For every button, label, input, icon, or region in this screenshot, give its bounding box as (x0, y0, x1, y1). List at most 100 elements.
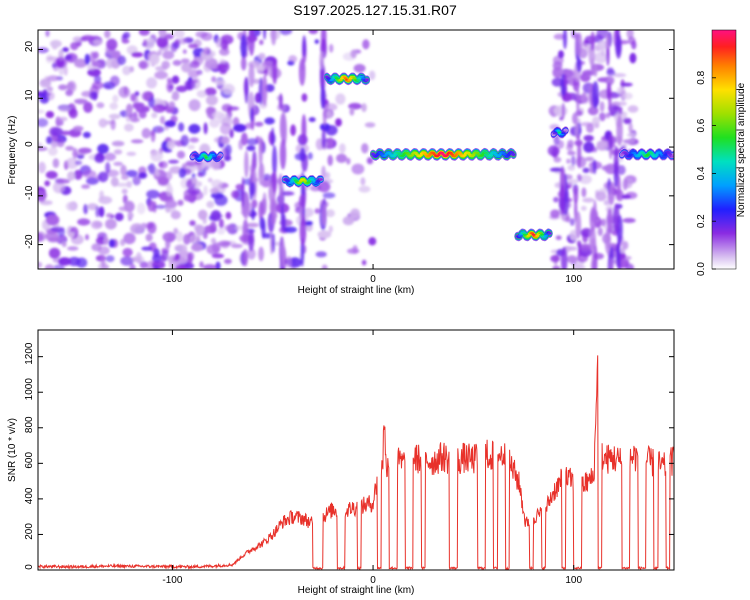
streak-blob (272, 58, 278, 85)
noise-blob (175, 85, 188, 93)
ridge-blob (667, 152, 671, 155)
noise-blob (317, 230, 332, 239)
ridge-blob (628, 153, 633, 156)
noise-blob (141, 105, 150, 113)
noise-blob (627, 36, 636, 45)
noise-blob (325, 103, 338, 111)
noise-blob (566, 255, 578, 264)
noise-blob (97, 143, 109, 154)
noise-blob (175, 264, 187, 269)
noise-blob (173, 227, 179, 235)
noise-blob (62, 241, 67, 248)
y-tick-label: 800 (24, 416, 35, 433)
noise-blob (550, 209, 560, 218)
noise-blob (209, 118, 220, 128)
streak-blob (575, 211, 582, 239)
noise-blob (549, 167, 563, 172)
noise-blob (203, 264, 217, 269)
noise-blob (82, 170, 97, 179)
noise-blob (178, 37, 187, 45)
noise-blob (358, 185, 371, 193)
ridge-blob (392, 154, 397, 157)
noise-blob (210, 210, 222, 222)
noise-blob (567, 150, 576, 156)
noise-blob (569, 218, 575, 226)
noise-blob (189, 137, 199, 143)
noise-blob (65, 145, 74, 151)
noise-blob (583, 135, 594, 142)
noise-blob (350, 49, 357, 59)
noise-blob (307, 152, 313, 160)
noise-blob (622, 178, 628, 191)
noise-blob (38, 146, 48, 152)
noise-blob (191, 177, 198, 184)
streak-blob (299, 205, 303, 222)
noise-blob (597, 227, 603, 237)
noise-blob (233, 123, 247, 133)
noise-blob (170, 210, 181, 220)
noise-blob (182, 49, 187, 54)
y-tick-label: 20 (24, 41, 35, 53)
noise-blob (98, 118, 108, 128)
noise-blob (566, 158, 571, 164)
ridge-blob (654, 153, 659, 156)
streak-blob (271, 127, 275, 147)
noise-blob (106, 38, 118, 51)
y-tick-label: 0 (24, 141, 35, 147)
noise-blob (260, 178, 272, 188)
streak-blob (241, 132, 248, 146)
streak-blob (248, 62, 255, 88)
noise-blob (151, 112, 158, 119)
ridge-blob (218, 154, 223, 157)
ridge-blob (506, 153, 511, 157)
noise-blob (156, 36, 169, 49)
noise-blob (612, 73, 627, 78)
noise-blob (578, 243, 593, 251)
noise-blob (202, 231, 208, 239)
noise-blob (336, 153, 347, 163)
noise-blob (138, 30, 150, 36)
noise-blob (44, 180, 51, 187)
noise-blob (211, 76, 217, 83)
noise-blob (308, 30, 319, 35)
noise-blob (38, 142, 43, 147)
ridge-blob (326, 77, 331, 80)
noise-blob (351, 163, 365, 175)
noise-blob (150, 150, 163, 162)
noise-blob (45, 111, 55, 119)
noise-blob (141, 246, 153, 251)
streak-blob (244, 150, 249, 178)
noise-blob (38, 109, 45, 114)
streak-blob (616, 115, 623, 147)
ridge-blob (194, 154, 199, 158)
noise-blob (177, 256, 188, 264)
colorbar-ticks: 0.0 0.2 0.4 0.6 0.8 (696, 70, 716, 276)
noise-blob (178, 167, 187, 179)
noise-blob (173, 30, 185, 39)
noise-blob (579, 174, 592, 185)
noise-blob (123, 200, 135, 213)
noise-blob (104, 30, 111, 39)
noise-blob (572, 112, 578, 125)
noise-blob (118, 86, 131, 98)
noise-blob (325, 209, 335, 218)
spectrogram-image (38, 30, 674, 269)
streak-blob (302, 35, 307, 57)
noise-blob (77, 218, 91, 226)
noise-blob (63, 65, 68, 76)
noise-blob (50, 39, 62, 48)
noise-blob (616, 86, 626, 95)
noise-blob (126, 180, 133, 188)
noise-blob (130, 139, 144, 144)
noise-blob (187, 186, 201, 195)
noise-blob (217, 227, 226, 235)
colorbar-tick-label: 0.8 (696, 70, 707, 84)
noise-blob (189, 234, 201, 245)
noise-blob (125, 111, 131, 123)
noise-blob (105, 255, 115, 263)
ridge-blob (361, 77, 366, 80)
noise-blob (145, 233, 153, 242)
noise-blob (58, 116, 68, 122)
ridge-blob (427, 154, 432, 157)
